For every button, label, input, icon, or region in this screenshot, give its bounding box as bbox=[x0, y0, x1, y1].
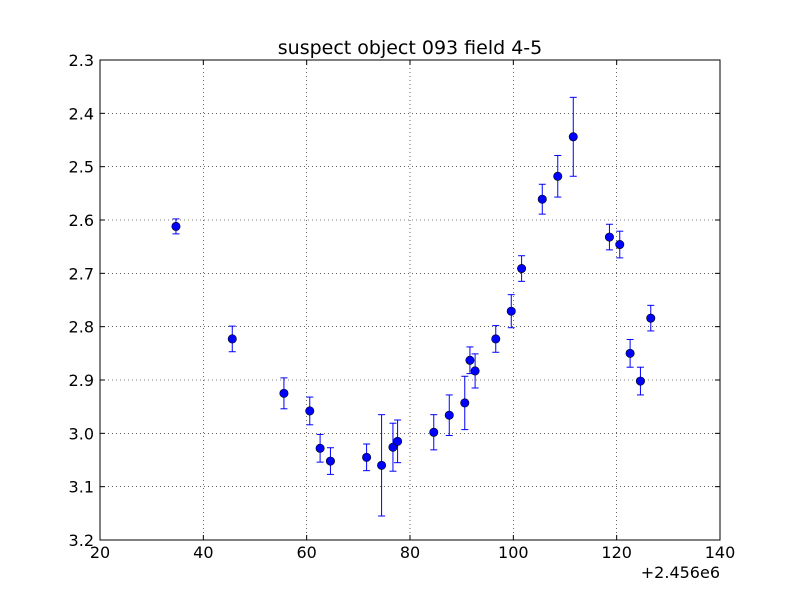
data-point bbox=[537, 194, 547, 204]
x-tick-label: 120 bbox=[601, 543, 632, 562]
y-tick-label: 2.8 bbox=[69, 318, 94, 337]
x-tick-label: 100 bbox=[498, 543, 529, 562]
data-point bbox=[568, 132, 578, 142]
data-markers bbox=[171, 132, 656, 470]
grid bbox=[100, 60, 720, 540]
data-point bbox=[227, 334, 237, 344]
chart-title: suspect object 093 field 4-5 bbox=[278, 37, 543, 59]
x-axis-offset-label: +2.456e6 bbox=[641, 563, 720, 582]
data-point bbox=[325, 456, 335, 466]
y-tick-label: 2.5 bbox=[69, 158, 94, 177]
data-point bbox=[553, 171, 563, 181]
data-point bbox=[465, 355, 475, 365]
data-point bbox=[635, 376, 645, 386]
data-point bbox=[393, 436, 403, 446]
data-point bbox=[315, 443, 325, 453]
axis-ticks bbox=[99, 59, 721, 541]
data-point bbox=[491, 334, 501, 344]
y-tick-label: 3.2 bbox=[69, 531, 94, 550]
y-tick-label: 2.7 bbox=[69, 264, 94, 283]
data-point bbox=[646, 313, 656, 323]
data-point bbox=[604, 232, 614, 242]
y-axis-tick-labels: 2.3 2.4 2.5 2.6 2.7 2.8 2.9 3.0 3.1 3.2 bbox=[69, 51, 94, 550]
data-point bbox=[279, 388, 289, 398]
error-bars bbox=[172, 96, 655, 517]
y-tick-label: 2.4 bbox=[69, 104, 94, 123]
data-point bbox=[171, 221, 181, 231]
data-point bbox=[388, 442, 398, 452]
data-point bbox=[625, 348, 635, 358]
y-tick-label: 3.0 bbox=[69, 424, 94, 443]
y-tick-label: 2.6 bbox=[69, 211, 94, 230]
data-point bbox=[470, 366, 480, 376]
x-tick-label: 20 bbox=[90, 543, 110, 562]
data-point bbox=[362, 452, 372, 462]
y-tick-label: 2.9 bbox=[69, 371, 94, 390]
data-point bbox=[460, 398, 470, 408]
data-point bbox=[506, 306, 516, 316]
data-point bbox=[615, 240, 625, 250]
x-tick-label: 80 bbox=[400, 543, 420, 562]
x-axis-tick-labels: 20 40 60 80 100 120 140 bbox=[90, 543, 735, 562]
y-tick-label: 3.1 bbox=[69, 478, 94, 497]
data-point bbox=[305, 406, 315, 416]
x-tick-label: 60 bbox=[296, 543, 316, 562]
plot-area bbox=[99, 59, 721, 541]
y-tick-label: 2.3 bbox=[69, 51, 94, 70]
data-point bbox=[377, 460, 387, 470]
x-tick-label: 40 bbox=[193, 543, 213, 562]
data-point bbox=[429, 427, 439, 437]
data-point bbox=[517, 264, 527, 274]
x-tick-label: 140 bbox=[705, 543, 736, 562]
data-point bbox=[444, 410, 454, 420]
